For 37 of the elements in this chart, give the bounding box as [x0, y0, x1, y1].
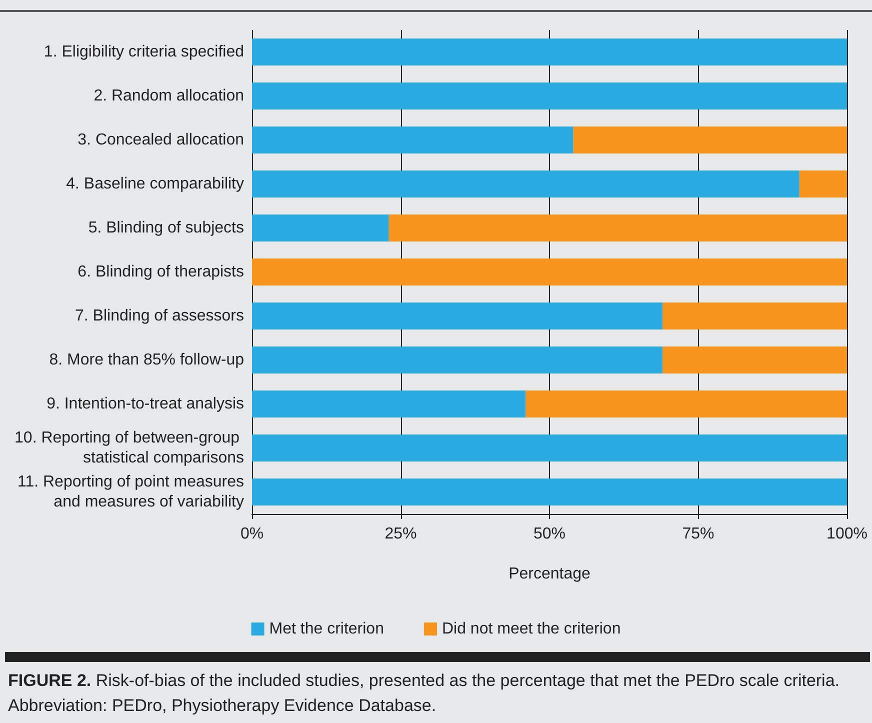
- bar: [252, 214, 389, 242]
- bar: [252, 478, 847, 506]
- y-tick-label: 11. Reporting of point measures and measures of variability: [18, 474, 244, 510]
- y-tick-label: 4. Baseline comparability: [66, 176, 244, 192]
- y-tick-label: 1. Eligibility criteria specified: [44, 44, 244, 60]
- y-tick-label: 2. Random allocation: [94, 88, 244, 104]
- legend-label: Did not meet the criterion: [442, 620, 621, 638]
- bar: [662, 302, 847, 330]
- x-tick-label: 0%: [240, 526, 264, 542]
- bar: [252, 82, 847, 110]
- x-tick-label: 25%: [384, 526, 417, 542]
- bar: [799, 170, 847, 198]
- y-tick-label: 7. Blinding of assessors: [75, 308, 244, 324]
- y-tick-label: 10. Reporting of between-group statistical comparisons: [14, 430, 244, 466]
- x-tick-label: 100%: [826, 526, 868, 542]
- bar: [252, 390, 526, 418]
- y-tick-label: 3. Concealed allocation: [78, 132, 244, 148]
- bar: [252, 38, 847, 66]
- caption: FIGURE 2. Risk-of-bias of the included studies, presented as the percentage that met the PEDro scale criteria. Abbreviation: PEDro, Physiotherapy Evidence Database.: [8, 670, 841, 717]
- y-tick-label: 9. Intention-to-treat analysis: [46, 396, 244, 412]
- legend-label: Met the criterion: [269, 620, 384, 638]
- bar: [526, 390, 847, 418]
- bar: [252, 434, 847, 462]
- bar: [662, 346, 847, 374]
- bar: [388, 214, 847, 242]
- bar: [252, 346, 663, 374]
- bar: [252, 170, 800, 198]
- y-tick-label: 6. Blinding of therapists: [78, 264, 244, 280]
- bar: [573, 126, 847, 154]
- bar: [252, 302, 663, 330]
- x-tick-label: 75%: [682, 526, 714, 542]
- y-tick-label: 5. Blinding of subjects: [88, 220, 244, 236]
- x-axis-title: Percentage: [508, 566, 591, 582]
- bar: [252, 258, 847, 286]
- x-tick-label: 50%: [533, 526, 566, 542]
- bar: [252, 126, 574, 154]
- y-tick-label: 8. More than 85% follow-up: [49, 352, 244, 368]
